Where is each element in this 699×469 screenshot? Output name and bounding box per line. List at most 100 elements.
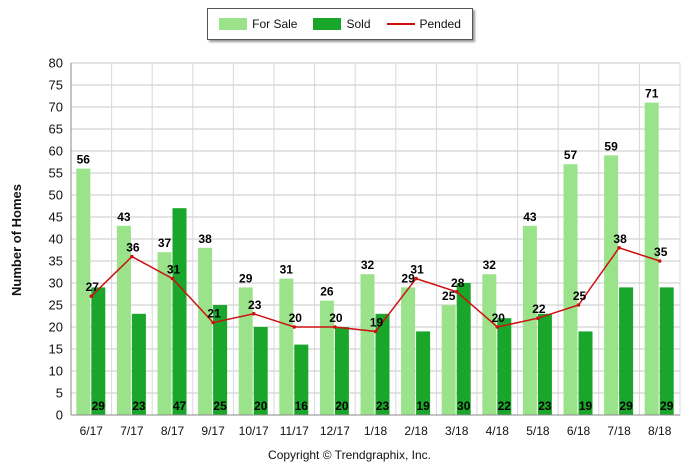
- x-tick-label: 9/17: [201, 424, 225, 438]
- data-label-sold: 30: [457, 399, 471, 413]
- data-label-sold: 22: [498, 399, 512, 413]
- legend-label-sold: Sold: [346, 17, 371, 31]
- data-label-sold: 29: [619, 399, 633, 413]
- data-label-for-sale: 32: [483, 258, 497, 272]
- legend-label-for-sale: For Sale: [252, 17, 298, 31]
- data-label-pended: 31: [167, 263, 181, 277]
- bar-sold: [91, 287, 106, 415]
- bar-sold: [456, 283, 471, 415]
- x-tick-label: 6/17: [80, 424, 104, 438]
- y-tick-label: 55: [49, 166, 63, 181]
- bar-sold: [416, 331, 431, 415]
- data-label-for-sale: 57: [564, 148, 578, 162]
- data-label-sold: 19: [579, 399, 593, 413]
- y-tick-label: 45: [49, 210, 63, 225]
- axes-layer: 0 5 10 15 20 25 30 35 40 45 50 55 60 65 70 75 80 6/17 7/17…: [49, 56, 680, 438]
- x-tick-label: 8/17: [161, 424, 185, 438]
- legend-item-pended: Pended: [386, 17, 461, 31]
- legend-item-sold: Sold: [313, 17, 371, 31]
- x-tick-label: 4/18: [486, 424, 510, 438]
- data-label-sold: 29: [92, 399, 106, 413]
- bar-for-sale: [482, 274, 497, 415]
- pended-point: [89, 294, 94, 299]
- y-tick-label: 50: [49, 188, 63, 203]
- bars-layer: [76, 102, 674, 415]
- legend-swatch-for-sale: [219, 18, 248, 30]
- data-label-for-sale: 29: [401, 271, 415, 285]
- pended-point: [576, 303, 581, 307]
- data-label-sold: 25: [213, 399, 227, 413]
- bar-sold: [578, 331, 593, 415]
- pended-point: [251, 312, 256, 316]
- y-tick-label: 75: [49, 78, 63, 93]
- x-tick-label: 7/17: [120, 424, 144, 438]
- pended-point: [130, 254, 134, 259]
- bar-sold: [659, 287, 674, 415]
- pended-point: [454, 290, 459, 294]
- data-label-pended: 28: [451, 276, 465, 290]
- bar-sold: [253, 327, 268, 415]
- bar-for-sale: [360, 274, 375, 415]
- data-label-sold: 20: [254, 399, 268, 413]
- y-tick-label: 15: [49, 342, 63, 357]
- pended-line-layer: [89, 246, 662, 334]
- data-label-sold: 47: [173, 399, 187, 413]
- data-label-sold: 29: [660, 399, 674, 413]
- x-tick-label: 5/18: [526, 424, 550, 438]
- bar-sold: [172, 208, 187, 415]
- pended-point: [536, 316, 540, 321]
- bar-sold: [294, 344, 309, 415]
- y-tick-label: 20: [49, 320, 63, 335]
- data-label-pended: 25: [573, 289, 587, 303]
- data-label-for-sale: 43: [523, 210, 537, 224]
- pended-point: [211, 320, 215, 325]
- copyright-footer: Copyright © Trendgraphix, Inc.: [268, 448, 431, 462]
- bar-for-sale: [604, 155, 619, 415]
- x-tick-label: 8/18: [648, 424, 672, 438]
- data-label-sold: 23: [132, 399, 146, 413]
- y-tick-label: 30: [49, 276, 63, 291]
- chart-legend: For Sale Sold Pended: [207, 8, 473, 40]
- data-label-pended: 20: [492, 311, 506, 325]
- pended-point: [414, 276, 418, 281]
- x-tick-label: 2/18: [404, 424, 428, 438]
- data-label-sold: 19: [416, 399, 430, 413]
- bar-for-sale: [279, 278, 294, 415]
- y-axis-label: Number of Homes: [9, 184, 24, 296]
- bar-for-sale: [401, 287, 416, 415]
- data-label-sold: 23: [538, 399, 552, 413]
- data-label-pended: 36: [126, 241, 140, 255]
- data-label-for-sale: 56: [77, 153, 91, 167]
- data-label-for-sale: 32: [361, 258, 375, 272]
- bar-for-sale: [116, 225, 131, 415]
- bar-for-sale: [76, 168, 91, 415]
- y-tick-label: 70: [49, 100, 63, 115]
- pended-point: [657, 259, 662, 263]
- bar-sold: [131, 313, 146, 415]
- data-label-for-sale: 37: [158, 236, 172, 250]
- bar-sold: [375, 313, 390, 415]
- legend-item-for-sale: For Sale: [219, 17, 297, 31]
- data-label-pended: 23: [248, 298, 262, 312]
- data-label-pended: 20: [289, 311, 303, 325]
- data-label-pended: 27: [86, 280, 100, 294]
- data-label-for-sale: 29: [239, 271, 253, 285]
- data-label-for-sale: 25: [442, 289, 456, 303]
- data-label-for-sale: 26: [320, 285, 334, 299]
- bar-for-sale: [157, 252, 172, 415]
- bar-sold: [497, 318, 512, 415]
- bar-sold: [213, 305, 228, 415]
- x-tick-label: 11/17: [280, 424, 309, 438]
- data-label-for-sale: 38: [198, 232, 212, 246]
- legend-label-pended: Pended: [419, 17, 461, 31]
- bar-sold: [334, 327, 349, 415]
- y-tick-label: 5: [56, 386, 63, 401]
- data-label-sold: 16: [295, 399, 309, 413]
- x-tick-label: 7/18: [607, 424, 631, 438]
- data-label-sold: 20: [335, 399, 349, 413]
- bar-for-sale: [319, 300, 334, 415]
- bar-for-sale: [563, 164, 578, 415]
- y-tick-label: 35: [49, 254, 63, 269]
- x-tick-label: 6/18: [567, 424, 591, 438]
